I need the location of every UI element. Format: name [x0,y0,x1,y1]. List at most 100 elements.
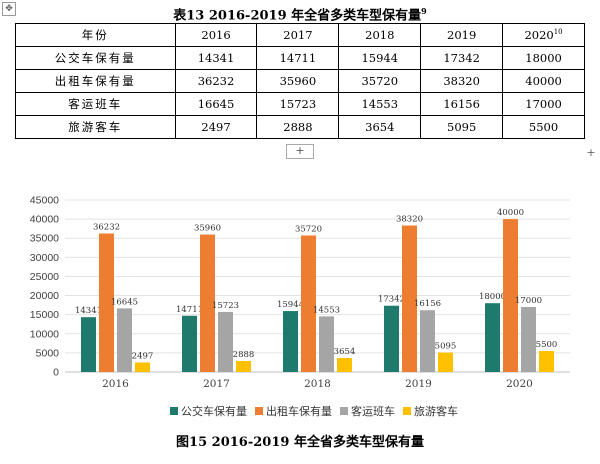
table-cell[interactable]: 5095 [420,115,504,139]
table-cell[interactable]: 14341 [174,46,258,70]
header-year-cell[interactable]: 202010 [502,23,585,47]
chart-legend: 公交车保有量 出租车保有量 客运班车 旅游客车 [170,403,490,419]
add-row-button[interactable]: + [286,144,314,159]
table-title-footnote: 9 [421,6,427,16]
header-year-cell[interactable]: 2019 [420,23,504,47]
data-label: 2497 [132,351,154,361]
legend-item: 公交车保有量 [170,403,247,419]
bar [319,316,334,372]
table-row: 客运班车 16645 15723 14553 16156 17000 [15,92,585,116]
table-cell[interactable]: 18000 [502,46,585,70]
data-label: 18000 [479,292,506,302]
table-cell[interactable]: 40000 [502,69,585,93]
table-cell[interactable]: 2888 [256,115,340,139]
legend-item: 出租车保有量 [255,403,332,419]
header-year-cell[interactable]: 2016 [174,23,258,47]
move-arrows-icon[interactable]: ✥ [2,2,16,16]
legend-label: 客运班车 [351,405,395,418]
table-cell[interactable]: 17342 [420,46,504,70]
table-cell[interactable]: 14553 [338,92,422,116]
bar [81,317,96,372]
bar [420,310,435,372]
data-label: 5095 [435,342,457,352]
legend-item: 旅游客车 [403,403,458,419]
table-cell[interactable]: 17000 [502,92,585,116]
bar [99,233,114,372]
table-row: 旅游客车 2497 2888 3654 5095 5500 [15,115,585,139]
row-label-cell[interactable]: 旅游客车 [15,115,176,139]
bar [438,352,453,372]
bar [117,308,132,372]
row-label-cell[interactable]: 出租车保有量 [15,69,176,93]
y-tick-label: 45000 [30,195,59,207]
y-tick-label: 0 [53,367,59,379]
data-label: 40000 [497,208,524,218]
row-label-cell[interactable]: 客运班车 [15,92,176,116]
y-tick-label: 30000 [30,252,59,264]
legend-swatch [255,407,263,415]
data-label: 17342 [378,295,405,305]
table-cell[interactable]: 14711 [256,46,340,70]
y-tick-label: 20000 [30,290,59,302]
data-label: 16645 [111,297,138,307]
header-label-cell[interactable]: 年份 [15,23,176,47]
data-label: 38320 [396,215,423,225]
x-tick-label: 2016 [102,378,129,390]
legend-item: 客运班车 [340,403,395,419]
add-column-button[interactable]: + [586,146,596,159]
legend-swatch [170,407,178,415]
bar [337,358,352,372]
data-label: 3654 [334,347,356,357]
header-year-footnote: 10 [553,28,563,37]
y-tick-label: 40000 [30,214,59,226]
data-label: 35720 [295,224,322,234]
bar [283,311,298,372]
table-cell[interactable]: 5500 [502,115,585,139]
bar [135,362,150,372]
bar [301,235,316,372]
table-cell[interactable]: 35960 [256,69,340,93]
bar [539,350,554,372]
figure-caption: 图15 2016-2019 年全省多类车型保有量 [176,435,424,450]
table-title: 表13 2016-2019 年全省多类车型保有量9 [0,0,600,24]
vehicle-table: 年份 2016 2017 2018 2019 202010 公交车保有量 143… [15,23,585,139]
legend-label: 公交车保有量 [181,405,247,418]
bar-chart[interactable]: 0 5000 10000 15000 20000 25000 30000 35000 40000… [15,180,575,425]
data-label: 5500 [536,340,558,350]
y-tick-label: 10000 [30,328,59,340]
table-cell[interactable]: 38320 [420,69,504,93]
bar [200,234,215,372]
table-cell[interactable]: 16645 [174,92,258,116]
bar [485,303,500,372]
bar [218,311,233,372]
table-header-row: 年份 2016 2017 2018 2019 202010 [15,23,585,47]
data-label: 16156 [414,299,441,309]
table-cell[interactable]: 36232 [174,69,258,93]
table-title-text: 表13 2016-2019 年全省多类车型保有量 [173,8,422,24]
legend-label: 出租车保有量 [266,405,332,418]
x-tick-label: 2019 [405,378,432,390]
legend-label: 旅游客车 [414,405,458,418]
legend-swatch [340,407,348,415]
bar [402,225,417,372]
data-label: 14711 [176,305,203,315]
y-tick-label: 35000 [30,233,59,245]
table-cell[interactable]: 15944 [338,46,422,70]
y-tick-label: 15000 [30,309,59,321]
table-cell[interactable]: 35720 [338,69,422,93]
row-label-cell[interactable]: 公交车保有量 [15,46,176,70]
table-row: 出租车保有量 36232 35960 35720 38320 40000 [15,69,585,93]
legend-swatch [403,407,411,415]
table-cell[interactable]: 15723 [256,92,340,116]
x-tick-label: 2017 [203,378,230,390]
data-label: 15944 [277,300,304,310]
table-cell[interactable]: 2497 [174,115,258,139]
table-cell[interactable]: 3654 [338,115,422,139]
header-year-cell[interactable]: 2017 [256,23,340,47]
data-label: 2888 [233,350,255,360]
header-year-cell[interactable]: 2018 [338,23,422,47]
table-cell[interactable]: 16156 [420,92,504,116]
bar [182,315,197,372]
bar [384,305,399,372]
y-tick-label: 5000 [36,347,60,359]
